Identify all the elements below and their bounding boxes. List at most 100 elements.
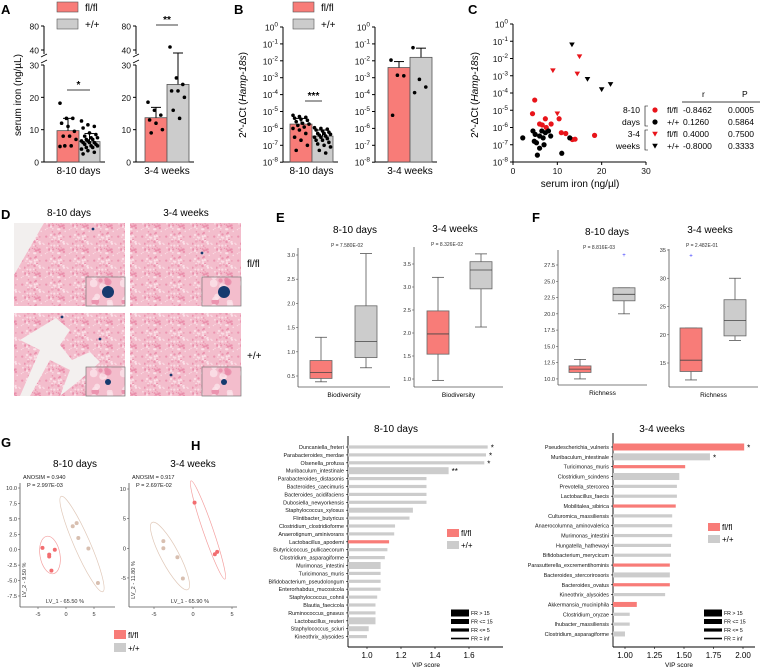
data-point xyxy=(81,126,85,130)
data-point xyxy=(95,135,100,140)
scatter-triangle xyxy=(576,54,583,60)
y-tick-label: 7.5 xyxy=(9,501,17,507)
scatter-point xyxy=(532,131,538,137)
table-header-p: P xyxy=(742,89,748,99)
vip-bar xyxy=(613,543,672,547)
taxon-label: Anaerocolumna_aminovalerica xyxy=(535,524,609,530)
r-value: 0.1260 xyxy=(683,117,709,127)
legend-label-flfl: fl/fl xyxy=(461,529,471,538)
significance-stars: * xyxy=(491,444,494,453)
iron-deposit xyxy=(91,227,95,231)
taxon-label: Culturomica_massiliensis xyxy=(548,514,609,520)
confidence-ellipse xyxy=(150,521,190,591)
chart-title: 3-4 weeks xyxy=(687,225,733,236)
y-tick-label: 10-8 xyxy=(355,157,371,168)
p-value-label: P = 7.580E-02 xyxy=(331,243,363,249)
row-label: +/+ xyxy=(247,351,262,362)
y-tick-label: 10-6 xyxy=(263,123,279,134)
taxon-label: Duncaniella_freteri xyxy=(299,445,344,451)
log-base: 10 xyxy=(493,71,503,81)
group-label: 8-10 xyxy=(623,105,640,115)
data-point xyxy=(160,127,165,132)
y-tick-label: 25.0 xyxy=(544,279,555,285)
vip-bar xyxy=(348,453,486,457)
y-tick-label: 10-2 xyxy=(493,53,509,64)
data-point xyxy=(147,118,152,122)
log-base: 10 xyxy=(355,107,365,117)
log-exponent: -6 xyxy=(502,122,508,129)
log-exponent: -4 xyxy=(272,89,278,96)
y-tick-label: 20 xyxy=(122,93,132,103)
x-tick-label: 5 xyxy=(230,612,233,618)
box-flfl xyxy=(679,327,703,372)
group-bracket xyxy=(644,105,648,127)
panel-label: D xyxy=(1,207,10,222)
vip-bar xyxy=(348,611,376,615)
log-base: 10 xyxy=(355,141,365,151)
box-flfl xyxy=(309,360,333,379)
data-point xyxy=(174,76,179,80)
vip-bar xyxy=(348,516,410,520)
y-tick-label: 22.5 xyxy=(544,296,555,302)
y-tick-label: 10-6 xyxy=(493,122,509,133)
data-point xyxy=(87,140,92,145)
vip-bar xyxy=(613,465,686,469)
vip-bar xyxy=(348,617,376,625)
taxon-label: Mobilitalea_sibirica xyxy=(563,504,609,510)
taxon-label: Lactobacillus_faecis xyxy=(561,494,610,500)
vip-bar xyxy=(613,533,673,538)
data-point xyxy=(59,121,64,126)
data-point xyxy=(72,129,77,134)
data-point xyxy=(86,148,90,153)
y-axis-label-part: ) xyxy=(470,52,481,55)
taxon-label: Ihubacter_massiliensis xyxy=(554,622,609,628)
sample-point xyxy=(70,524,75,529)
x-axis-label: Richness xyxy=(700,392,727,399)
taxon-label: Turicimonas_muris xyxy=(564,465,610,471)
significance-stars: *** xyxy=(308,91,320,102)
table-header-r: r xyxy=(702,89,705,99)
vip-bar xyxy=(348,579,381,583)
log-exponent: -8 xyxy=(502,157,508,164)
vip-bar xyxy=(348,626,369,632)
vip-bar xyxy=(613,514,673,518)
y-tick-label: 10-7 xyxy=(493,139,509,150)
x-tick-label: 1.0 xyxy=(361,651,373,660)
data-point xyxy=(412,90,417,95)
y-tick-label: -5.0 xyxy=(7,579,17,585)
row-label: fl/fl xyxy=(247,259,260,270)
log-exponent: -8 xyxy=(272,157,278,164)
x-tick-label: 30 xyxy=(641,166,651,176)
data-point xyxy=(149,131,153,135)
taxon-label: Murimonas_intestini xyxy=(296,564,344,570)
significance-stars: * xyxy=(487,459,490,468)
y-tick-label: 10-7 xyxy=(355,140,371,151)
vip-bar xyxy=(613,494,677,498)
taxon-label: Kineothrix_alysoides xyxy=(560,593,610,599)
vip-bar xyxy=(613,593,666,597)
y-tick-label: 1.5 xyxy=(287,326,295,332)
chart-E2: 1.0 1.5 2.0 2.5 3.0 3.5 3-4 weeks P = 8.326E-02… xyxy=(403,224,503,399)
y-tick-label: 20 xyxy=(30,93,40,103)
taxon-label: Ruminococcus_gnavus xyxy=(288,611,344,617)
legend-swatch-flfl xyxy=(447,529,459,537)
log-exponent: -2 xyxy=(364,55,370,62)
vip-bar xyxy=(613,443,745,451)
sample-point xyxy=(192,500,197,505)
vip-bar xyxy=(348,467,449,475)
fr-legend-label: FR <= 15 xyxy=(471,620,493,626)
scatter-point xyxy=(542,116,548,122)
y-axis-label-part: ) xyxy=(238,52,249,55)
log-base: 10 xyxy=(493,37,503,47)
data-point xyxy=(94,132,98,137)
log-exponent: -7 xyxy=(364,140,370,147)
fr-legend-bar xyxy=(704,628,722,632)
vip-bar xyxy=(613,524,673,528)
sample-point xyxy=(161,546,166,551)
panel-label: B xyxy=(234,2,243,17)
x-axis-label: 3-4 weeks xyxy=(144,166,190,177)
data-point xyxy=(82,134,87,138)
y-tick-label: 10-3 xyxy=(355,72,371,83)
chart-A1: 0 10 20 30 40 80 8-10 days * xyxy=(30,22,105,177)
